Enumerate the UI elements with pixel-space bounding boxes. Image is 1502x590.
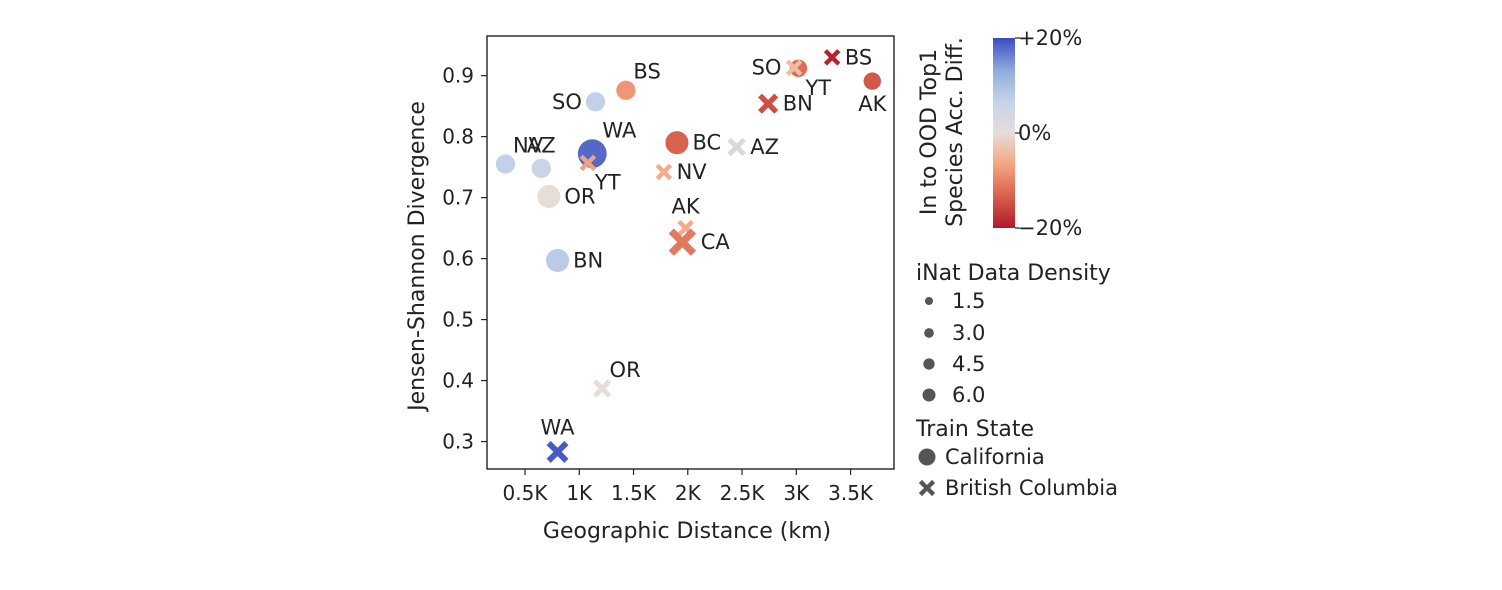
data-point-x: [579, 154, 597, 172]
series-circle: [495, 59, 881, 272]
y-tick-label: 0.8: [442, 125, 474, 149]
data-point-circle: [665, 131, 689, 155]
legend: iNat Data Density Train State 1.5 3.0 4.5 6…: [915, 261, 1118, 500]
y-tick-label: 0.4: [442, 369, 474, 393]
data-point-label: OR: [564, 184, 595, 208]
x-axis-title: Geographic Distance (km): [543, 519, 831, 544]
data-point-label: OR: [610, 358, 641, 382]
marker-legend-label: California: [945, 445, 1045, 469]
colorbar: In to OOD Top1 Species Acc. Diff. +20% 0%…: [917, 26, 1082, 240]
data-point-label: AZ: [527, 134, 556, 158]
plot-area: 0.5K 1K 1.5K 2K 2.5K 3K 3.5K 0.3 0.4 0.5 0.6 0.7 0.8…: [442, 35, 895, 505]
data-point-label: WA: [541, 415, 576, 439]
data-point-circle: [577, 139, 607, 169]
size-legend-label: 4.5: [952, 352, 985, 376]
series-x: [546, 49, 841, 463]
data-point-circle: [585, 92, 606, 112]
data-point-label: NV: [677, 160, 708, 184]
data-point-x: [546, 440, 569, 463]
colorbar-label-line2: Species Acc. Diff.: [943, 37, 968, 227]
y-axis-title: Jensen-Shannon Divergence: [405, 101, 430, 413]
data-point-label: WA: [602, 118, 637, 142]
x-tick-label: 2.5K: [720, 481, 766, 505]
data-point-label: CA: [701, 230, 731, 254]
data-point-label: BN: [783, 92, 813, 116]
data-point-x: [727, 137, 746, 157]
data-point-label: AK: [672, 194, 701, 218]
data-point-label: YT: [804, 76, 831, 100]
marker-legend-title: Train State: [915, 417, 1034, 442]
size-legend-marker: [923, 358, 935, 370]
data-point-circle: [545, 248, 570, 272]
x-tick-label: 3K: [783, 481, 810, 505]
x-tick-label: 0.5K: [503, 481, 549, 505]
data-point-circle: [495, 154, 516, 174]
size-legend-marker: [924, 296, 934, 306]
data-point-circle: [531, 158, 551, 178]
size-legend-label: 6.0: [952, 383, 985, 407]
data-marks: [495, 49, 881, 463]
size-legend-label: 1.5: [952, 289, 985, 313]
y-tick-label: 0.3: [442, 430, 474, 454]
colorbar-bar: [993, 38, 1015, 228]
data-point-label: BS: [845, 45, 872, 69]
colorbar-tick-label: 0%: [1018, 121, 1051, 145]
x-tick-label: 2K: [675, 481, 702, 505]
size-legend-title: iNat Data Density: [916, 261, 1111, 286]
colorbar-tick-label: +20%: [1018, 26, 1082, 50]
data-point-label: BC: [692, 131, 721, 155]
data-point-circle: [616, 80, 636, 100]
colorbar-label-line1: In to OOD Top1: [917, 49, 942, 215]
data-point-label: SO: [752, 56, 782, 80]
data-point-label: AZ: [750, 135, 779, 159]
x-tick-label: 3.5K: [828, 481, 874, 505]
size-legend-marker: [922, 388, 936, 402]
y-tick-label: 0.6: [442, 247, 474, 271]
data-point-circle: [537, 184, 561, 208]
data-point-x: [785, 59, 803, 76]
data-point-x: [758, 93, 779, 114]
data-point-x: [668, 228, 697, 256]
axis-ticks: 0.5K 1K 1.5K 2K 2.5K 3K 3.5K 0.3 0.4 0.5 0.6 0.7 0.8…: [442, 64, 874, 505]
data-point-label: BN: [573, 248, 603, 272]
data-point-circle: [863, 72, 881, 90]
data-point-x: [655, 163, 673, 181]
x-tick-label: 1.5K: [611, 481, 657, 505]
plot-frame: [486, 35, 895, 470]
data-point-x: [823, 49, 841, 66]
size-legend-label: 3.0: [952, 321, 985, 345]
y-tick-label: 0.9: [442, 64, 474, 88]
y-tick-label: 0.5: [442, 308, 474, 332]
y-tick-label: 0.7: [442, 186, 474, 210]
data-point-label: NV: [513, 133, 544, 157]
marker-legend-circle-icon: [918, 448, 936, 466]
size-legend-marker: [924, 328, 934, 338]
colorbar-tick-label: −20%: [1018, 216, 1082, 240]
marker-legend-label: British Columbia: [945, 476, 1118, 500]
data-point-label: SO: [552, 90, 582, 114]
data-point-circle: [789, 59, 808, 78]
data-point-x: [592, 379, 612, 398]
marker-legend-x-icon: [918, 479, 936, 497]
data-point-label: AK: [858, 92, 887, 116]
data-point-label: YT: [594, 171, 621, 195]
x-tick-label: 1K: [566, 481, 593, 505]
data-point-label: BS: [633, 60, 660, 84]
